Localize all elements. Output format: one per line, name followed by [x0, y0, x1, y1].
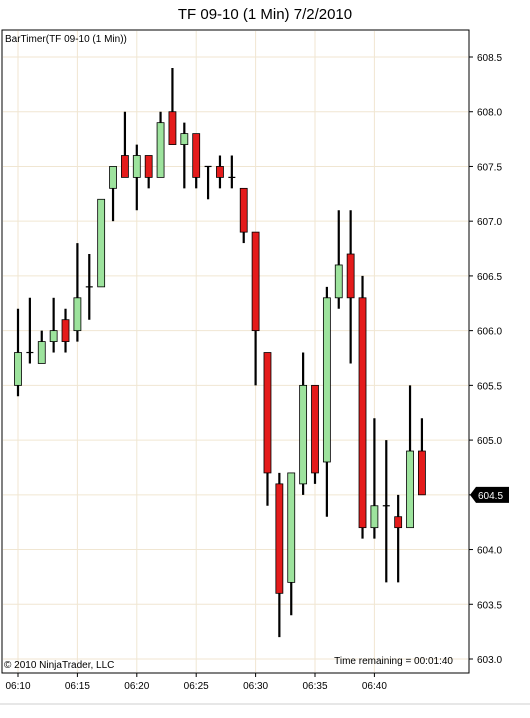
candle-body	[358, 297, 367, 529]
y-tick-label: 608.0	[477, 108, 502, 119]
candle-body	[239, 187, 248, 233]
candle	[358, 275, 367, 539]
y-tick-label: 605.0	[477, 436, 502, 447]
candle-body	[346, 253, 355, 299]
candle-body	[216, 166, 224, 178]
x-tick-label: 06:10	[5, 681, 30, 692]
candle	[216, 155, 224, 189]
candles	[14, 67, 426, 638]
last-price-marker: 604.5	[470, 486, 509, 503]
candle	[14, 308, 22, 397]
candle	[37, 330, 46, 364]
y-tick-label: 603.0	[477, 655, 502, 666]
candle	[192, 133, 201, 189]
x-tick-label: 06:30	[243, 681, 268, 692]
candle-body	[144, 155, 153, 178]
candle	[168, 67, 177, 145]
candle	[334, 210, 343, 309]
candle-body	[37, 341, 46, 364]
candle	[144, 155, 153, 189]
candle	[61, 308, 70, 353]
candle-body	[287, 472, 296, 583]
grid-lines	[3, 31, 468, 672]
copyright-text: © 2010 NinjaTrader, LLC	[4, 660, 114, 671]
candle-body	[97, 198, 106, 288]
candle	[382, 440, 390, 583]
y-tick-label: 608.5	[477, 53, 502, 64]
candle	[109, 166, 117, 222]
candle	[180, 122, 189, 189]
x-tick-label: 06:25	[184, 681, 209, 692]
candle-body	[14, 352, 22, 386]
candle-body	[299, 384, 308, 485]
chart-title: TF 09-10 (1 Min) 7/2/2010	[178, 6, 352, 23]
time-remaining: Time remaining = 00:01:40	[334, 656, 453, 667]
candle-body	[49, 330, 58, 342]
candle-body	[406, 450, 414, 529]
y-tick-label: 606.0	[477, 327, 502, 338]
candle	[97, 198, 106, 288]
x-tick-label: 06:15	[65, 681, 90, 692]
candle	[346, 210, 355, 364]
candle	[299, 352, 308, 495]
candle	[73, 243, 82, 342]
plot-frame	[1, 29, 470, 674]
candle-body	[251, 231, 260, 332]
candle-body	[334, 264, 343, 299]
candle	[26, 297, 34, 364]
candle	[406, 385, 414, 529]
y-tick-label: 603.5	[477, 600, 502, 611]
candle	[121, 111, 129, 178]
time-axis: 06:10 06:15 06:20 06:25 06:30 06:35 06:40	[5, 673, 387, 692]
candle-body	[418, 450, 426, 496]
candle	[394, 494, 403, 583]
candle	[85, 254, 93, 320]
candle	[228, 155, 236, 189]
candle	[275, 472, 284, 638]
x-tick-label: 06:20	[124, 681, 149, 692]
x-tick-label: 06:35	[302, 681, 327, 692]
candle-body	[192, 133, 201, 178]
y-tick-label: 607.0	[477, 217, 502, 228]
y-tick-label: 604.0	[477, 546, 502, 557]
candle-body	[168, 111, 177, 145]
candle	[418, 418, 426, 496]
price-axis: 603.0 603.5 604.0 604.5 605.0 605.5 606.0 606.5…	[469, 53, 502, 666]
last-price-label: 604.5	[478, 491, 503, 502]
y-tick-label: 607.5	[477, 162, 502, 173]
candle-body	[180, 133, 189, 145]
indicator-label: BarTimer(TF 09-10 (1 Min))	[5, 34, 127, 45]
candle	[322, 286, 331, 517]
candle-body	[109, 166, 117, 189]
candle-body	[322, 297, 331, 463]
candle	[311, 384, 319, 484]
candle-body	[132, 155, 141, 178]
candle	[251, 231, 260, 386]
candle	[239, 187, 248, 244]
candle	[132, 144, 141, 211]
candle-body	[156, 122, 165, 178]
candle-body	[370, 505, 379, 529]
candle	[263, 352, 272, 506]
candle-body	[311, 384, 319, 474]
candle	[204, 165, 212, 200]
candle	[287, 472, 296, 616]
y-tick-label: 605.5	[477, 381, 502, 392]
candle	[49, 297, 58, 353]
candle-body	[275, 483, 284, 594]
y-tick-label: 606.5	[477, 272, 502, 283]
candle-body	[73, 297, 82, 332]
x-tick-label: 06:40	[362, 681, 387, 692]
candle	[370, 418, 379, 539]
candle-body	[394, 516, 403, 529]
candle-body	[61, 319, 70, 342]
candle	[156, 111, 165, 178]
candle-body	[121, 155, 129, 178]
candle-body	[263, 352, 272, 474]
